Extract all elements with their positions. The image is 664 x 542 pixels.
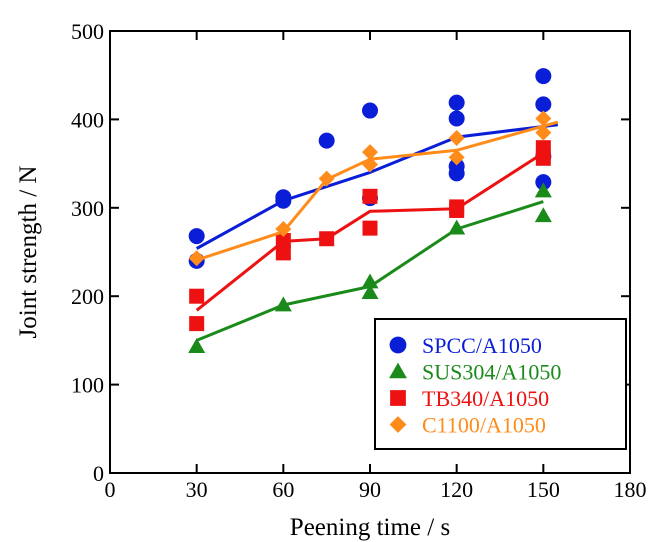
x-tick-label: 30 xyxy=(186,477,208,502)
x-tick-label: 180 xyxy=(614,477,647,502)
x-tick-label: 120 xyxy=(440,477,473,502)
data-point xyxy=(318,170,335,187)
data-point xyxy=(189,288,205,304)
y-tick-label: 300 xyxy=(71,196,104,221)
trend-line xyxy=(195,151,545,312)
series-c1100-a1050 xyxy=(188,110,559,267)
data-point xyxy=(274,296,292,312)
data-point xyxy=(535,150,551,166)
x-tick-label: 0 xyxy=(105,477,116,502)
series-layer xyxy=(188,68,559,353)
legend-marker xyxy=(389,416,407,433)
legend-marker xyxy=(389,362,407,379)
trend-line xyxy=(196,120,559,262)
legend-label: SUS304/A1050 xyxy=(422,360,561,385)
data-point xyxy=(275,221,292,238)
data-point xyxy=(448,149,465,166)
legend-label: C1100/A1050 xyxy=(422,413,546,438)
series-tb340-a1050 xyxy=(189,140,551,332)
data-point xyxy=(361,284,379,300)
data-point xyxy=(535,96,552,113)
y-tick-label: 0 xyxy=(93,461,104,486)
x-tick-label: 90 xyxy=(359,477,381,502)
data-point xyxy=(362,102,378,119)
data-point xyxy=(318,132,335,149)
data-point xyxy=(535,110,552,127)
data-point xyxy=(362,188,378,204)
data-point xyxy=(188,250,205,267)
ticks-layer: 0 30 60 90 120 150 180 0 100 200 300 400 500 xyxy=(71,19,647,502)
data-point xyxy=(448,165,465,182)
data-point xyxy=(534,182,552,198)
data-point xyxy=(275,245,291,261)
data-point xyxy=(275,192,292,209)
y-tick-label: 100 xyxy=(71,373,104,398)
series-sus304-a1050 xyxy=(188,182,552,353)
data-point xyxy=(361,273,379,289)
y-tick-label: 500 xyxy=(71,19,104,44)
data-point xyxy=(189,316,205,332)
data-point xyxy=(449,202,465,218)
y-tick-label: 200 xyxy=(71,284,104,309)
data-point xyxy=(448,94,465,111)
y-axis-title: Joint strength / N xyxy=(15,166,42,339)
data-point xyxy=(188,338,206,353)
data-point xyxy=(362,220,378,236)
legend-label: SPCC/A1050 xyxy=(422,333,542,358)
data-point xyxy=(188,228,205,245)
data-point xyxy=(275,233,291,249)
data-point xyxy=(535,174,552,191)
legend-box xyxy=(374,318,627,450)
data-point xyxy=(362,144,378,161)
data-point xyxy=(534,207,552,223)
x-tick-label: 60 xyxy=(272,477,294,502)
data-point xyxy=(448,110,465,127)
data-point xyxy=(448,129,465,146)
legend: SPCC/A1050SUS304/A1050TB340/A1050C1100/A… xyxy=(374,318,627,450)
y-tick-label: 400 xyxy=(71,107,104,132)
x-tick-label: 150 xyxy=(527,477,560,502)
x-axis-title: Peening time / s xyxy=(290,514,450,541)
data-point xyxy=(362,156,378,173)
data-point xyxy=(319,231,335,247)
data-point xyxy=(535,124,552,141)
legend-marker xyxy=(390,390,406,406)
legend-marker xyxy=(389,336,407,354)
data-point xyxy=(448,219,466,235)
legend-label: TB340/A1050 xyxy=(422,386,549,411)
data-point xyxy=(535,68,552,85)
